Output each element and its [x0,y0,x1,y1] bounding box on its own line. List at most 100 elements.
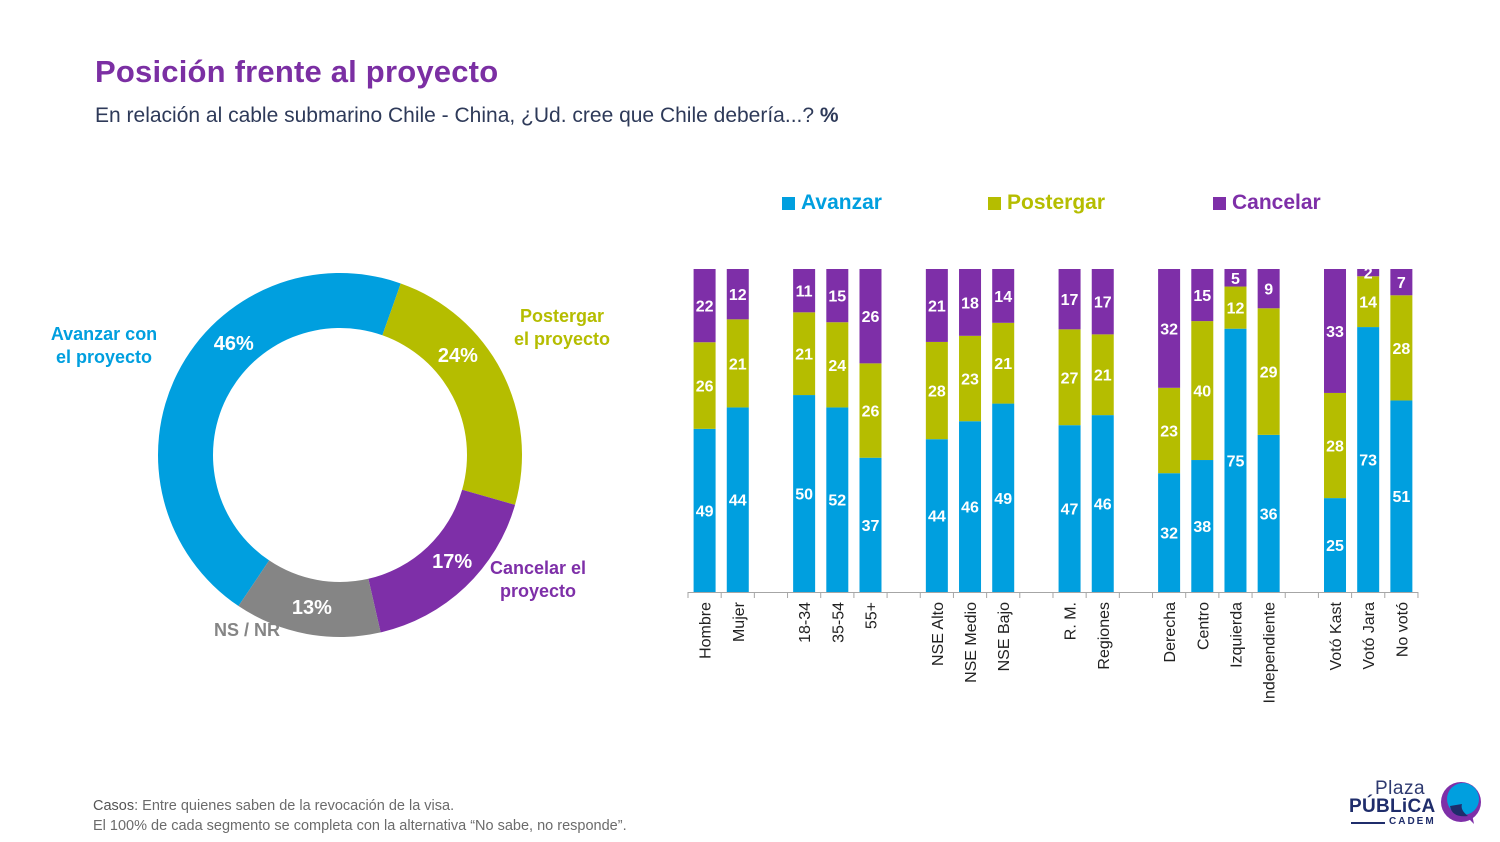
legend-item-cancelar: Cancelar [1213,191,1321,215]
bar-segment-cancelar [1224,269,1247,287]
bar-segment-postergar [1224,286,1247,329]
bar-segment-avanzar [826,407,849,592]
bar-segment-avanzar [1091,415,1114,592]
bar-segment-avanzar [1257,434,1280,592]
bar-segment-cancelar [1091,269,1114,335]
bar-segment-cancelar [1257,269,1280,309]
bar-stack-nse-medio: 46 23 18 [959,269,982,592]
bar-value-cancelar: 2 [1364,266,1373,283]
logo-underline [1351,822,1385,824]
bar-value-postergar: 29 [1260,365,1278,382]
bar-segment-cancelar [859,269,882,364]
bar-segment-avanzar [1191,460,1214,592]
legend-swatch-avanzar [782,196,795,210]
x-tick-label: 35-54 [830,602,847,643]
bar-value-cancelar: 17 [1094,295,1112,312]
bar-segment-postergar [726,319,749,408]
x-tick-label: Mujer [731,601,748,642]
bar-value-postergar: 21 [795,347,813,364]
bar-segment-cancelar [1191,269,1214,322]
x-tick-label: Izquierda [1228,602,1245,668]
bar-segment-avanzar [1158,473,1181,592]
bar-value-avanzar: 37 [862,518,880,535]
bar-segment-cancelar [925,269,948,342]
bar-stack-55-: 37 26 26 [859,269,882,592]
bar-value-cancelar: 17 [1061,292,1079,309]
bar-value-cancelar: 11 [796,284,813,301]
bar-value-avanzar: 25 [1326,538,1344,555]
bar-value-postergar: 21 [994,356,1012,373]
x-tick-label: 55+ [863,602,880,629]
bar-segment-cancelar [1324,269,1347,393]
logo-plaza-text: Plaza [1375,778,1426,799]
bar-segment-postergar [1390,295,1413,401]
bar-value-cancelar: 15 [828,289,846,306]
bar-stack-nse-alto: 44 28 21 [925,269,948,592]
legend-label-cancelar: Cancelar [1232,191,1321,214]
donut-slice-postergar [382,283,522,505]
bar-value-avanzar: 46 [1094,497,1112,514]
bar-value-avanzar: 44 [928,509,946,526]
donut-slice-cancelar [368,489,516,633]
subtitle-question: En relación al cable submarino Chile - C… [95,104,815,127]
x-tick-label: Derecha [1162,602,1179,663]
bar-segment-postergar [1158,387,1181,474]
bar-segment-cancelar [826,269,849,323]
bar-value-cancelar: 12 [729,287,747,304]
bar-value-postergar: 14 [1359,295,1377,312]
bar-value-cancelar: 21 [928,298,946,315]
x-tick-label: R. M. [1063,602,1080,640]
x-tick-label: Regiones [1096,602,1113,670]
bar-segment-avanzar [925,439,948,592]
bar-segment-postergar [925,341,948,440]
bar-segment-avanzar [793,395,816,592]
bar-value-cancelar: 32 [1160,321,1178,338]
bar-segment-postergar [859,363,882,458]
bar-segment-avanzar [1357,327,1380,592]
footer-note: El 100% de cada segmento se completa con… [93,818,627,834]
bar-value-cancelar: 14 [994,289,1012,306]
footer-casos-text: : Entre quienes saben de la revocación d… [134,798,455,814]
bar-value-cancelar: 22 [696,299,714,316]
bar-segment-cancelar [1390,269,1413,296]
bar-value-avanzar: 75 [1227,453,1245,470]
bar-value-avanzar: 50 [795,487,813,504]
bar-stack-vot-kast: 25 28 33 [1324,269,1347,592]
bar-value-avanzar: 38 [1193,519,1211,536]
speech-bubble-logo-icon [1441,782,1481,824]
bar-value-avanzar: 49 [696,503,714,520]
donut-chart: 46% Avanzar con el proyecto 24% Postergar el … [51,272,610,640]
bar-segment-cancelar [1158,269,1181,388]
x-tick-label: NSE Medio [963,602,980,683]
bar-segment-cancelar [1357,269,1380,277]
bar-value-postergar: 21 [729,356,747,373]
legend-item-postergar: Postergar [988,191,1105,215]
bar-value-postergar: 40 [1193,384,1211,401]
footer-casos-label: Casos [93,798,135,814]
bar-segment-cancelar [992,269,1015,323]
bar-value-cancelar: 7 [1397,275,1406,292]
bar-value-postergar: 26 [862,404,880,421]
bar-stack-hombre: 49 26 22 [693,269,716,592]
bar-value-cancelar: 26 [862,309,880,326]
bar-value-postergar: 24 [828,358,846,375]
bar-stack-nse-bajo: 49 21 14 [992,269,1015,592]
x-tick-label: Independiente [1262,602,1279,704]
footer-casos: Casos: Entre quienes saben de la revocac… [93,796,627,816]
bar-value-postergar: 23 [1160,424,1178,441]
bar-value-cancelar: 33 [1326,324,1344,341]
bar-segment-cancelar [1058,269,1081,330]
bar-stack-derecha: 32 23 32 [1158,269,1181,592]
subtitle-unit: % [819,104,839,127]
bar-segment-postergar [1324,392,1347,499]
bar-segment-postergar [1091,334,1114,416]
donut-value-avanzar: 46% [214,333,254,355]
bar-value-postergar: 26 [696,379,714,396]
bar-segment-postergar [793,312,816,396]
donut-label-cancelar: Cancelar el proyecto [490,558,586,601]
logo-publica-text: PÚBLiCA [1349,796,1436,817]
donut-label-postergar: Postergar el proyecto [514,306,610,349]
footer-notes: Casos: Entre quienes saben de la revocac… [93,796,627,836]
bar-value-avanzar: 46 [961,500,979,517]
logo-cadem-text: CADEM [1389,816,1436,827]
